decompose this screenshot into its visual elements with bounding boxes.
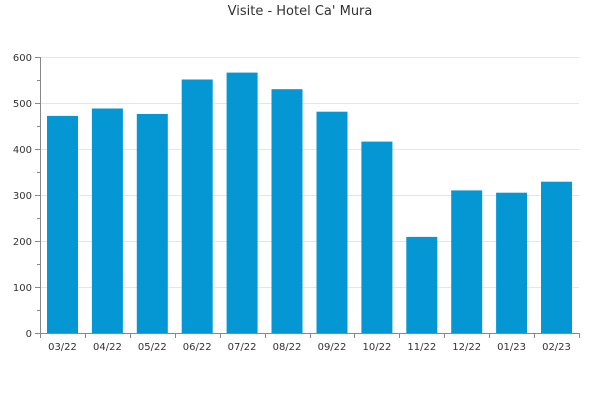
bar-12-22 [451, 190, 483, 333]
bar-07-22 [226, 72, 258, 333]
x-tick-label-08-22: 08/22 [273, 342, 302, 353]
bar-09-22 [316, 111, 348, 333]
bar-11-22 [406, 236, 438, 333]
x-tick-label-02-23: 02/23 [542, 342, 571, 353]
x-tick-label-04-22: 04/22 [93, 342, 122, 353]
y-tick-label-0: 0 [26, 329, 32, 340]
x-tick-label-07-22: 07/22 [228, 342, 257, 353]
bars [47, 72, 572, 334]
y-tick-label-200: 200 [13, 237, 32, 248]
x-tick-label-09-22: 09/22 [318, 342, 347, 353]
bar-08-22 [271, 89, 303, 333]
bar-06-22 [181, 79, 213, 333]
bar-01-23 [496, 192, 528, 333]
x-tick-label-10-22: 10/22 [362, 342, 391, 353]
bar-05-22 [136, 114, 168, 333]
y-tick-label-600: 600 [13, 53, 32, 64]
y-tick-label-100: 100 [13, 283, 32, 294]
bar-02-23 [541, 181, 572, 333]
bar-03-22 [47, 115, 78, 334]
y-tick-label-500: 500 [13, 99, 32, 110]
chart-title: Visite - Hotel Ca' Mura [228, 4, 373, 19]
x-tick-label-11-22: 11/22 [407, 342, 436, 353]
y-tick-label-300: 300 [13, 191, 32, 202]
bar-04-22 [91, 108, 123, 333]
x-tick-label-12-22: 12/22 [452, 342, 481, 353]
x-tick-label-01-23: 01/23 [497, 342, 526, 353]
x-tick-label-06-22: 06/22 [183, 342, 212, 353]
axes [35, 57, 580, 338]
x-tick-label-03-22: 03/22 [48, 342, 77, 353]
tick-labels: 0 100 200 300 400 500 600 03/22 04/22 05/22 06/22 0… [13, 53, 571, 353]
gridlines [40, 57, 579, 288]
y-tick-label-400: 400 [13, 145, 32, 156]
bar-10-22 [361, 141, 393, 333]
x-tick-label-05-22: 05/22 [138, 342, 167, 353]
